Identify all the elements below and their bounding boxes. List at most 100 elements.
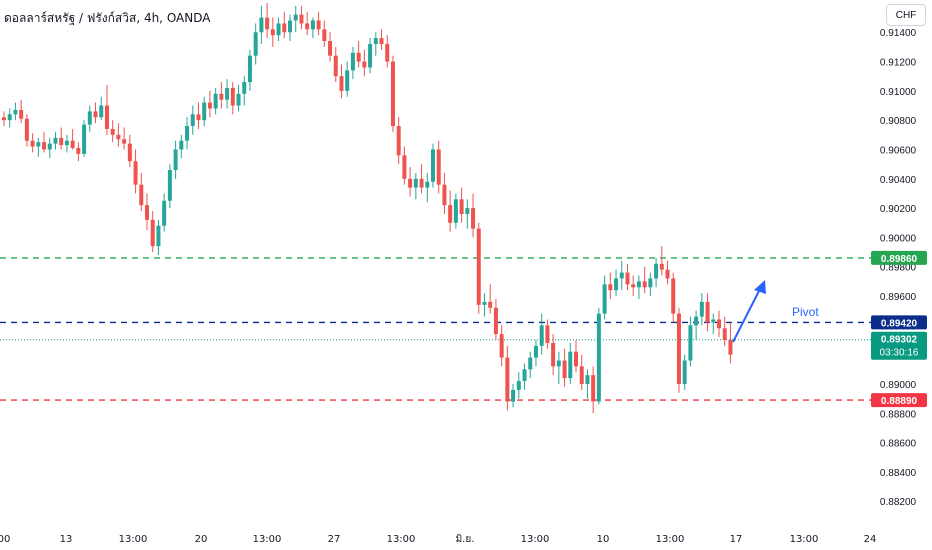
pivot-annotation: Pivot [732, 280, 819, 343]
candle-body [665, 269, 670, 279]
pivot-label: Pivot [792, 305, 819, 319]
candle-body [225, 87, 230, 100]
currency-button[interactable]: CHF [886, 4, 926, 26]
candle-body [717, 319, 721, 329]
candle-body [579, 366, 584, 384]
candle-body [396, 126, 401, 156]
candle-body [253, 32, 258, 56]
x-tick-label: 00 [0, 534, 10, 545]
x-tick-label: มิ.ย. [456, 534, 475, 545]
candle-body [305, 23, 310, 30]
candle-body [293, 14, 298, 21]
candle-body [87, 111, 92, 125]
x-tick-label: 17 [730, 534, 743, 545]
candle-body [93, 111, 98, 118]
candle-body [419, 178, 424, 188]
y-tick-label: 0.90800 [880, 116, 917, 127]
candle-body [591, 375, 596, 402]
last-price-label: 0.89302 [881, 335, 918, 346]
candle-body [390, 61, 395, 127]
candle-body [516, 381, 521, 390]
y-tick-label: 0.91000 [880, 87, 917, 98]
candle-body [82, 124, 87, 154]
candle-body [70, 140, 75, 149]
candle-body [459, 199, 464, 214]
candle-body [213, 93, 218, 109]
x-tick-label: 13:00 [387, 534, 416, 545]
candle-body [688, 325, 693, 361]
candle-body [310, 20, 315, 30]
candle-body [30, 140, 35, 147]
price-tag-bg [871, 250, 927, 265]
x-tick-label: 27 [328, 534, 341, 545]
y-tick-label: 0.88600 [880, 439, 917, 450]
pivot-arrow-head [754, 280, 766, 294]
price-tags: 0.89860 0.89420 0.88890 0.89302 03:30:16 [871, 250, 927, 408]
candle-body [694, 316, 699, 326]
candle-body [722, 328, 727, 340]
candle-body [2, 117, 6, 121]
candle-body [562, 360, 567, 379]
y-tick-label: 0.90400 [880, 175, 917, 186]
price-tag-bg [871, 315, 927, 330]
x-tick-label: 13:00 [119, 534, 148, 545]
y-tick-label: 0.90000 [880, 233, 917, 244]
candle-body [207, 102, 212, 109]
candle-body [316, 20, 321, 30]
time-axis[interactable]: 00 13 13:00 20 13:00 27 13:00 มิ.ย. 13:00 10 13:00… [0, 534, 876, 545]
candle-body [436, 149, 441, 185]
candle-body [642, 281, 647, 288]
candle-body [167, 170, 172, 201]
candle-body [270, 29, 275, 36]
candle-body [219, 93, 224, 100]
price-tag-label: 0.89420 [881, 318, 918, 329]
candle-body [36, 142, 41, 147]
candle-body [385, 43, 390, 62]
price-axis[interactable]: 0.91400 0.91200 0.91000 0.90800 0.90600 0.904… [880, 28, 917, 508]
x-tick-label: 13:00 [253, 534, 282, 545]
candle-body [190, 114, 195, 127]
candle-body [373, 38, 378, 44]
candle-body [328, 41, 333, 56]
candle-body [139, 184, 144, 206]
candle-body [122, 139, 127, 144]
candles [2, 2, 733, 414]
candle-body [728, 340, 733, 355]
candle-body [242, 82, 247, 94]
x-tick-label: 24 [864, 534, 877, 545]
candle-body [488, 301, 493, 308]
candle-body [608, 284, 613, 291]
pivot-arrow-shaft [732, 288, 761, 343]
candle-body [13, 109, 18, 115]
y-tick-label: 0.89000 [880, 380, 917, 391]
candle-body [173, 149, 178, 170]
candle-body [230, 87, 235, 106]
candle-body [545, 325, 550, 343]
candle-body [699, 301, 704, 317]
x-tick-label: 13:00 [521, 534, 550, 545]
candle-body [522, 369, 527, 382]
candle-body [259, 17, 264, 33]
candle-body [368, 43, 373, 68]
candle-body [631, 284, 636, 288]
candle-body [505, 357, 510, 402]
chart-title: ดอลลาร์สหรัฐ / ฟรังก์สวิส, 4h, OANDA [4, 11, 211, 25]
candle-body [150, 219, 155, 247]
candle-body [299, 14, 304, 24]
candle-body [276, 23, 281, 36]
candle-body [162, 200, 167, 226]
candle-body [408, 178, 413, 188]
candle-body [356, 52, 361, 62]
candle-body [345, 70, 350, 91]
candle-body [116, 134, 121, 140]
candle-body [333, 55, 338, 77]
candle-body [402, 155, 407, 179]
candle-body [133, 161, 138, 185]
candle-body [499, 334, 504, 358]
x-tick-label: 10 [597, 534, 610, 545]
candle-body [551, 342, 556, 367]
candle-body [7, 114, 12, 121]
candle-body [53, 137, 58, 144]
candle-body [442, 184, 447, 206]
